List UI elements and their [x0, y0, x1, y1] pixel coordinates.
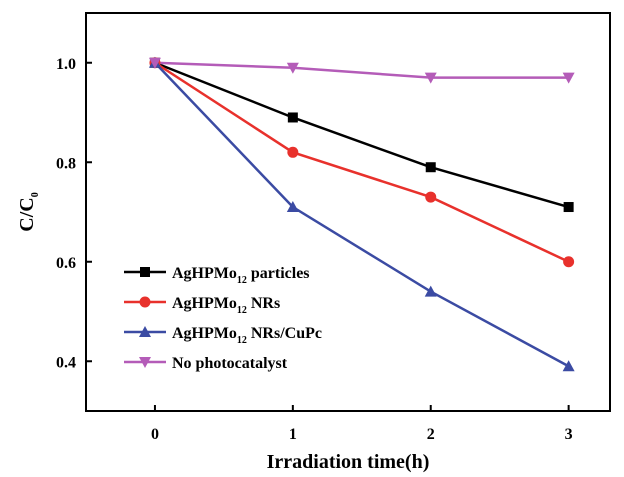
y-tick-label-1: 0.6: [56, 255, 76, 272]
legend-marker-3: [139, 357, 151, 368]
legend-label-2-sub: 12: [237, 335, 247, 346]
axis-ticks: 0 1 2 30.40.60.81.0: [56, 56, 573, 443]
data-point-s3-p1: [286, 62, 299, 74]
series-line-3: [154, 61, 569, 79]
series-markers: [148, 56, 575, 372]
y-tick-label-0: 0.4: [56, 354, 76, 371]
legend-label-3: No photocatalyst: [172, 355, 288, 372]
legend-label-3-main: No photocatalyst: [172, 355, 288, 372]
legend-label-1-rest: NRs: [247, 295, 280, 312]
x-tick-label-2: 2: [427, 426, 435, 443]
data-point-s1-p2: [425, 191, 437, 203]
data-point-s0-p3: [563, 202, 574, 213]
data-point-s3-p2: [424, 72, 437, 84]
series-line-2: [154, 61, 570, 368]
y-tick-label-2: 0.8: [56, 155, 76, 172]
legend-marker-1: [139, 296, 151, 308]
x-tick-label-1: 1: [289, 426, 297, 443]
legend-label-1-main: AgHPMo: [172, 295, 237, 312]
data-point-s2-p2: [424, 285, 437, 297]
x-tick-label-0: 0: [151, 426, 159, 443]
legend-label-2-main: AgHPMo: [172, 325, 237, 342]
legend-label-0: AgHPMo12 particles: [172, 265, 310, 286]
data-point-s2-p3: [562, 360, 575, 372]
legend-label-0-sub: 12: [237, 275, 247, 286]
legend-label-0-main: AgHPMo: [172, 265, 237, 282]
legend-label-1: AgHPMo12 NRs: [172, 295, 280, 316]
data-point-s2-p1: [286, 201, 299, 213]
series-line-1: [154, 61, 570, 263]
legend-label-1-sub: 12: [237, 305, 247, 316]
data-point-s0-p1: [287, 112, 298, 123]
y-axis-title-main: C/C: [16, 197, 38, 231]
data-point-s1-p1: [287, 146, 299, 158]
data-point-s3-p0: [148, 57, 161, 69]
data-point-s0-p2: [425, 162, 436, 173]
series-line-0: [154, 61, 569, 209]
legend-marker-0: [140, 267, 150, 277]
y-axis-title-sub: 0: [30, 192, 41, 197]
y-tick-label-3: 1.0: [56, 56, 76, 73]
y-axis-title: C/C0: [16, 192, 41, 231]
series-lines: [154, 61, 570, 368]
plot-frame: [85, 12, 611, 412]
legend-label-2: AgHPMo12 NRs/CuPc: [172, 325, 322, 346]
x-tick-label-3: 3: [565, 426, 573, 443]
x-axis-title: Irradiation time(h): [267, 451, 430, 473]
data-point-s3-p3: [562, 72, 575, 84]
data-point-s1-p3: [563, 256, 575, 268]
legend-label-2-rest: NRs/CuPc: [247, 325, 322, 342]
legend-label-0-rest: particles: [247, 265, 310, 282]
legend-marker-2: [139, 326, 151, 337]
